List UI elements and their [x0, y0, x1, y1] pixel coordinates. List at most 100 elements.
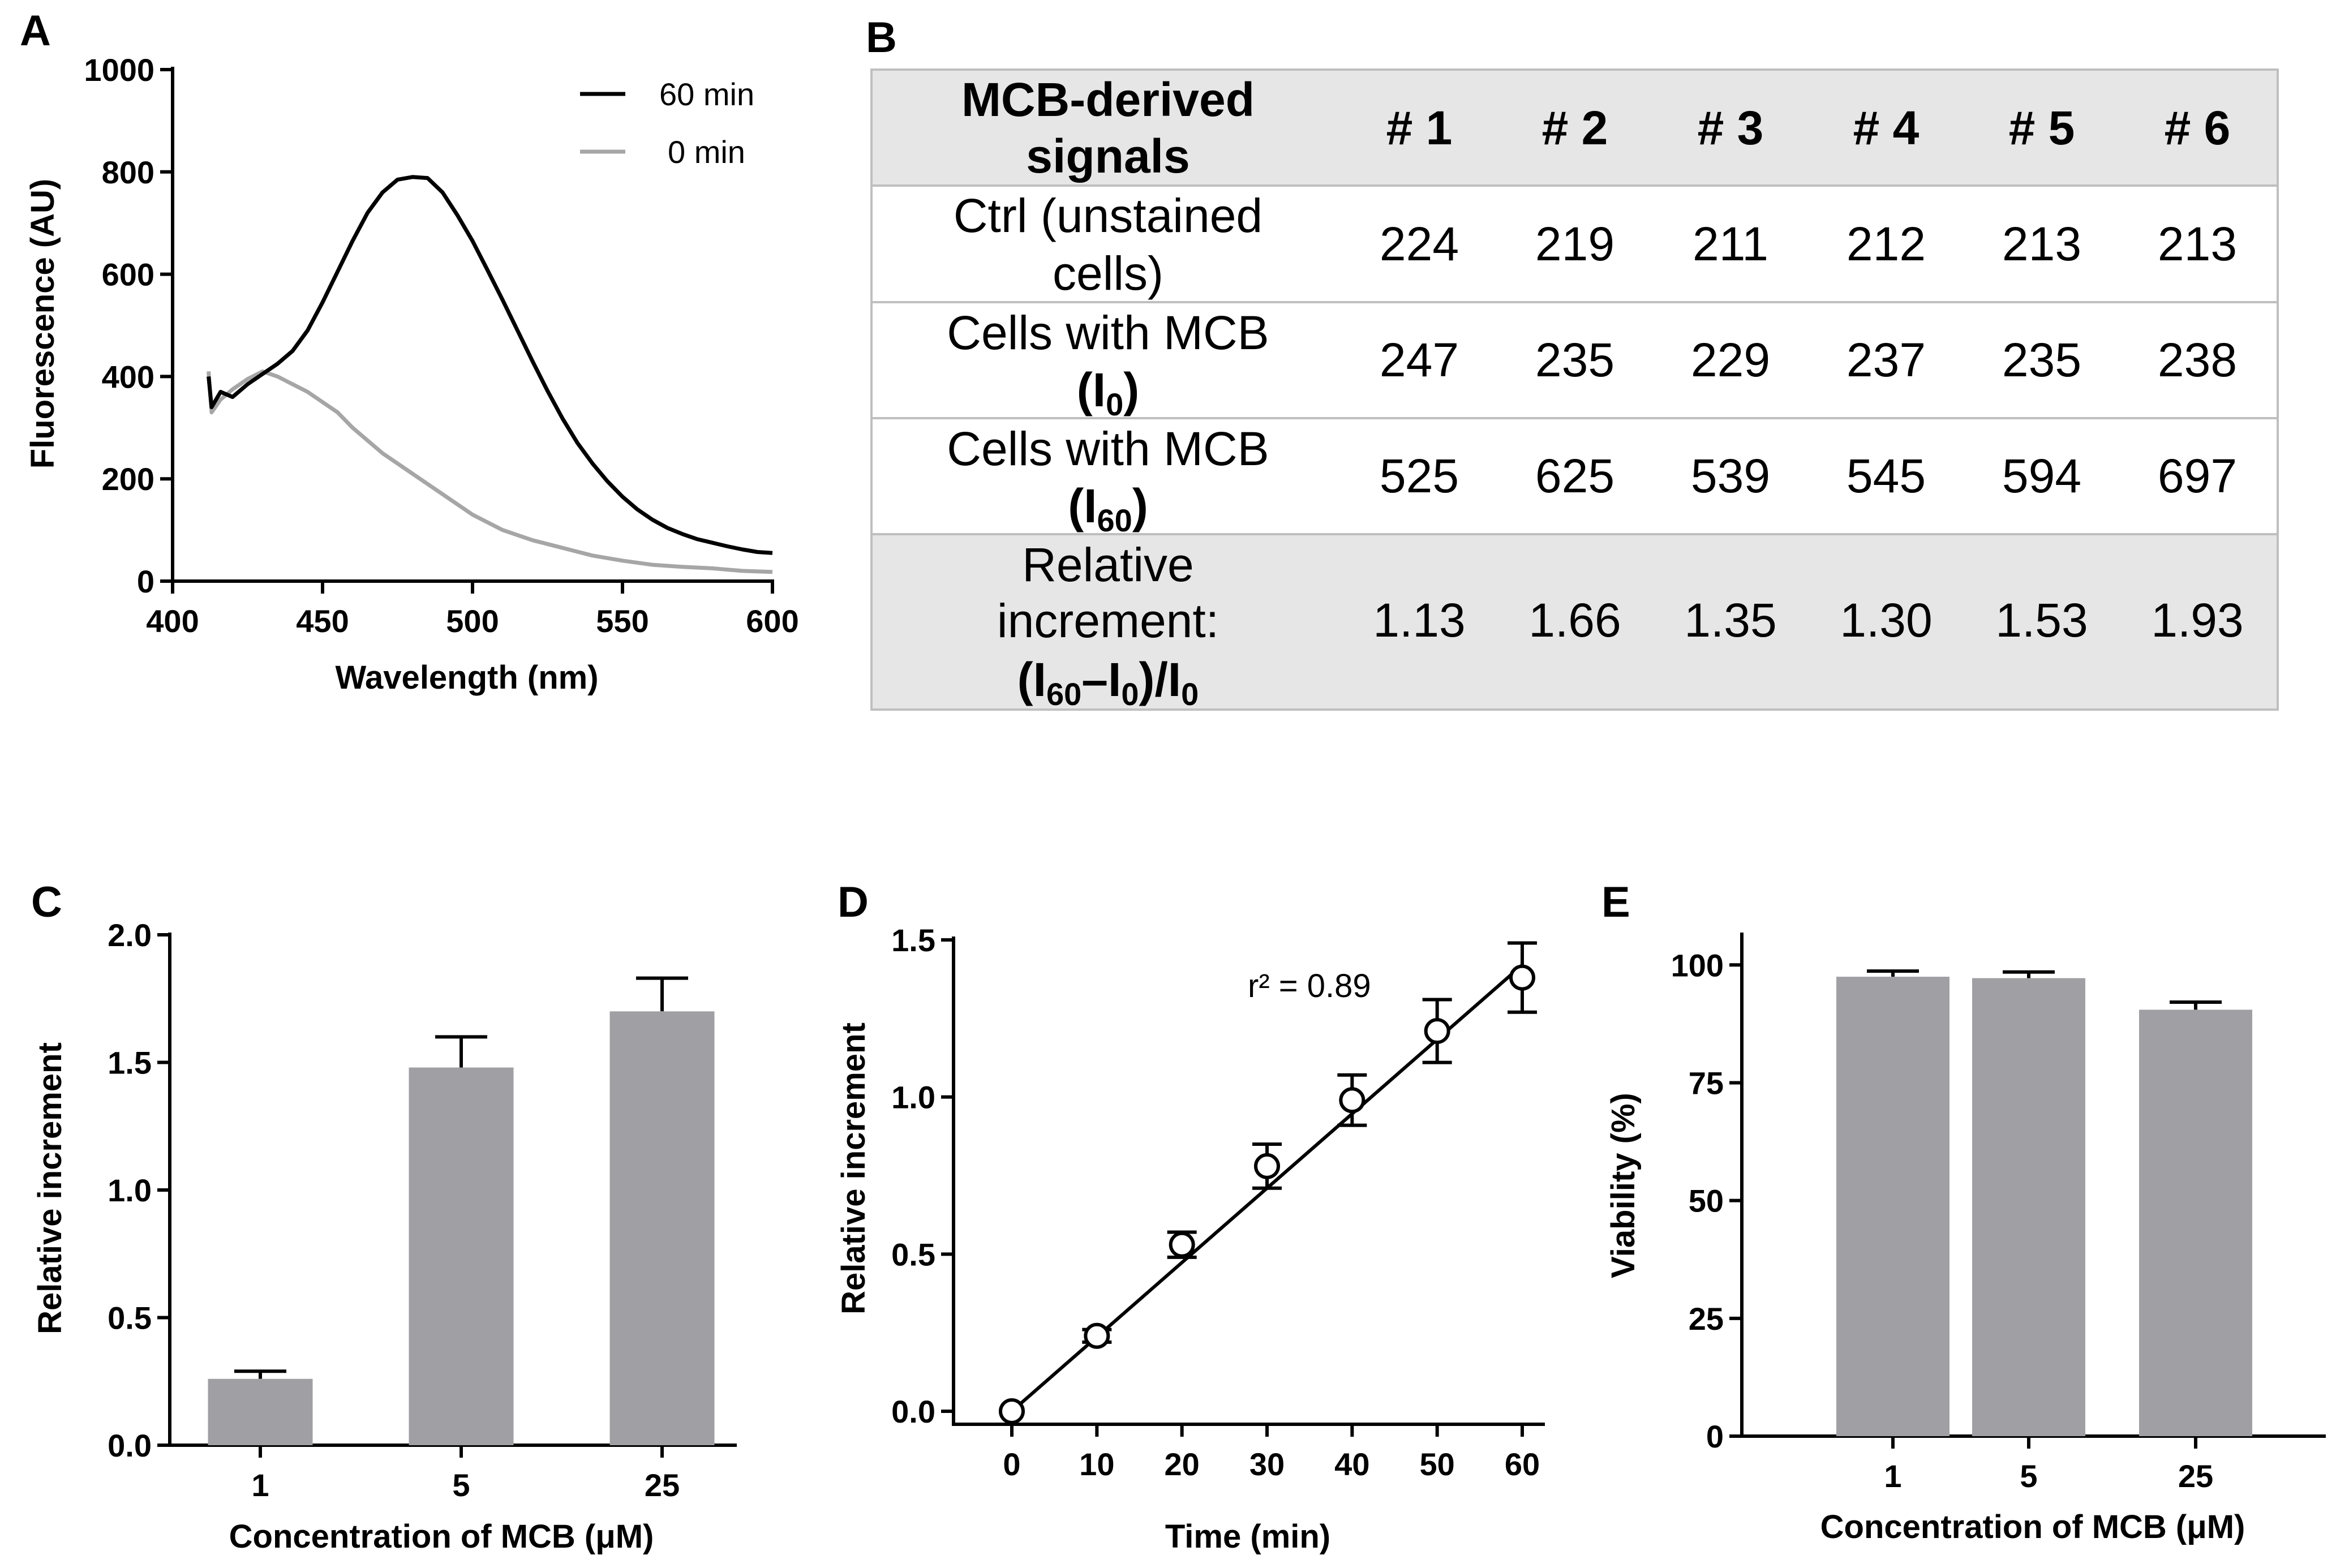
chart-d-point — [999, 1398, 1025, 1424]
chart-a-xlabel: Wavelength (nm) — [335, 659, 598, 696]
table-b-col-header: # 6 — [2165, 101, 2231, 154]
table-b-cell: 219 — [1535, 217, 1614, 270]
chart-d-ytick-label: 0.0 — [891, 1394, 935, 1429]
table-b-cell: 237 — [1847, 333, 1926, 386]
table-b-header-label-line2: signals — [1026, 130, 1190, 183]
chart-a-ytick-label: 0 — [137, 564, 154, 599]
chart-d-xtick-label: 50 — [1420, 1446, 1455, 1482]
chart-c-bar — [409, 1067, 514, 1445]
table-b-cell: 212 — [1847, 217, 1926, 270]
chart-d-point — [1084, 1322, 1110, 1349]
table-b-cell: 224 — [1380, 217, 1459, 270]
chart-a-ytick-label: 600 — [102, 257, 154, 293]
chart-c-ytick-label: 2.0 — [108, 917, 152, 953]
chart-d-xtick-label: 20 — [1165, 1446, 1200, 1482]
legend-label-0min: 0 min — [668, 134, 745, 170]
table-b-header-bg — [871, 70, 2278, 186]
chart-c-bar — [208, 1378, 313, 1445]
panel-label-a: A — [20, 7, 51, 55]
chart-a-series-line-0min — [207, 369, 773, 574]
table-b-col-header: # 3 — [1698, 101, 1764, 154]
chart-d-point — [1169, 1231, 1195, 1258]
chart-a-ytick-label: 800 — [102, 154, 154, 190]
chart-a-xtick-label: 400 — [146, 603, 199, 639]
table-b-cell: 211 — [1693, 217, 1768, 270]
table-b: MCB-derived signals # 1 # 2 # 3 # 4 # 5 … — [870, 68, 2279, 712]
chart-c-bar — [609, 1011, 715, 1445]
table-b-cell: 1.30 — [1840, 594, 1933, 647]
table-b-cell: 235 — [1535, 333, 1614, 386]
chart-a-ytick-label: 400 — [102, 359, 154, 394]
table-b-cell: 1.13 — [1373, 594, 1466, 647]
table-b-cell: 213 — [2158, 217, 2237, 270]
table-b-col-header: # 1 — [1386, 101, 1453, 154]
table-b-row-label-formula: (I0) — [1077, 363, 1139, 422]
panel-label-c: C — [31, 878, 62, 926]
chart-e: 0 25 50 75 100 1 5 25 Concentration of MCB (μM… — [1605, 933, 2326, 1545]
chart-e-ytick-label: 100 — [1671, 947, 1724, 983]
chart-e-bar — [1972, 978, 2085, 1436]
chart-d-point — [1509, 964, 1535, 991]
chart-c-ytick-label: 0.5 — [108, 1300, 152, 1336]
table-b-cell: 235 — [2002, 333, 2081, 386]
chart-d-ytick-label: 1.5 — [891, 922, 935, 958]
table-b-cell: 1.66 — [1528, 594, 1621, 647]
chart-a-series-line-60min — [207, 175, 773, 555]
chart-e-ytick-label: 25 — [1689, 1301, 1724, 1337]
chart-e-ylabel: Viability (%) — [1605, 1093, 1642, 1278]
table-b-col-header: # 5 — [2009, 101, 2075, 154]
chart-c-ytick-label: 0.0 — [108, 1428, 152, 1463]
chart-d-annotation: r² = 0.89 — [1248, 968, 1371, 1004]
table-b-cell: 539 — [1691, 449, 1770, 502]
panel-label-d: D — [838, 878, 869, 926]
chart-a-xtick-label: 550 — [596, 603, 649, 639]
table-b-border — [870, 68, 2279, 711]
chart-c-xlabel: Concentration of MCB (μM) — [229, 1518, 654, 1555]
chart-c-ytick-label: 1.0 — [108, 1172, 152, 1208]
chart-c-xtick-label: 25 — [645, 1467, 680, 1503]
chart-e-bar — [2139, 1009, 2252, 1436]
chart-c: 0.0 0.5 1.0 1.5 2.0 1 5 25 Concentration of MC… — [32, 917, 737, 1555]
chart-a-xtick-label: 500 — [446, 603, 499, 639]
panel-label-b: B — [866, 14, 897, 62]
table-b-cell: 625 — [1535, 449, 1614, 502]
table-b-row-label: Ctrl (unstained — [954, 189, 1263, 242]
table-b-row-label-formula: (I60–I0)/I0 — [1017, 653, 1199, 712]
chart-d-point — [1339, 1087, 1365, 1114]
chart-d-xtick-label: 0 — [1003, 1446, 1020, 1482]
chart-d-ytick-label: 0.5 — [891, 1236, 935, 1272]
chart-a-xtick-label: 600 — [746, 603, 798, 639]
table-b-col-header: # 4 — [1853, 101, 1920, 154]
table-b-last-row-bg — [871, 534, 2278, 710]
chart-a-ytick-label: 200 — [102, 461, 154, 497]
chart-e-ytick-label: 75 — [1689, 1065, 1724, 1101]
table-b-cell: 1.93 — [2151, 594, 2244, 647]
table-b-row-label: Cells with MCB — [947, 306, 1269, 359]
chart-a-xtick-label: 450 — [296, 603, 349, 639]
chart-d-xtick-label: 60 — [1505, 1446, 1540, 1482]
table-b-cell: 213 — [2002, 217, 2081, 270]
chart-e-xtick-label: 1 — [1884, 1458, 1901, 1494]
legend-label-60min: 60 min — [659, 76, 754, 112]
chart-e-xlabel: Concentration of MCB (μM) — [1820, 1509, 2245, 1545]
chart-d-ytick-label: 1.0 — [891, 1080, 935, 1115]
table-b-cell: 594 — [2002, 449, 2081, 502]
chart-d-xtick-label: 10 — [1079, 1446, 1114, 1482]
table-b-row-label: increment: — [997, 594, 1219, 647]
chart-d-xtick-label: 30 — [1249, 1446, 1285, 1482]
table-b-cell: 1.35 — [1684, 594, 1777, 647]
table-b-cell: 229 — [1691, 333, 1770, 386]
table-b-row-label-formula: (I60) — [1068, 479, 1148, 538]
table-b-cell: 238 — [2158, 333, 2237, 386]
chart-e-ytick-label: 50 — [1689, 1183, 1724, 1219]
chart-e-xtick-label: 25 — [2178, 1458, 2213, 1494]
chart-e-ytick-label: 0 — [1706, 1419, 1724, 1454]
table-b-row-label: cells) — [1053, 247, 1163, 300]
chart-d-point — [1424, 1018, 1450, 1045]
chart-d: 0.0 0.5 1.0 1.5 0 10 20 30 40 50 60 r² = 0.89 Tim… — [835, 922, 1545, 1555]
chart-d-ylabel: Relative increment — [835, 1023, 872, 1314]
chart-a-ytick-label: 1000 — [84, 52, 154, 88]
chart-c-xtick-label: 1 — [251, 1467, 269, 1503]
chart-d-xtick-label: 40 — [1334, 1446, 1369, 1482]
